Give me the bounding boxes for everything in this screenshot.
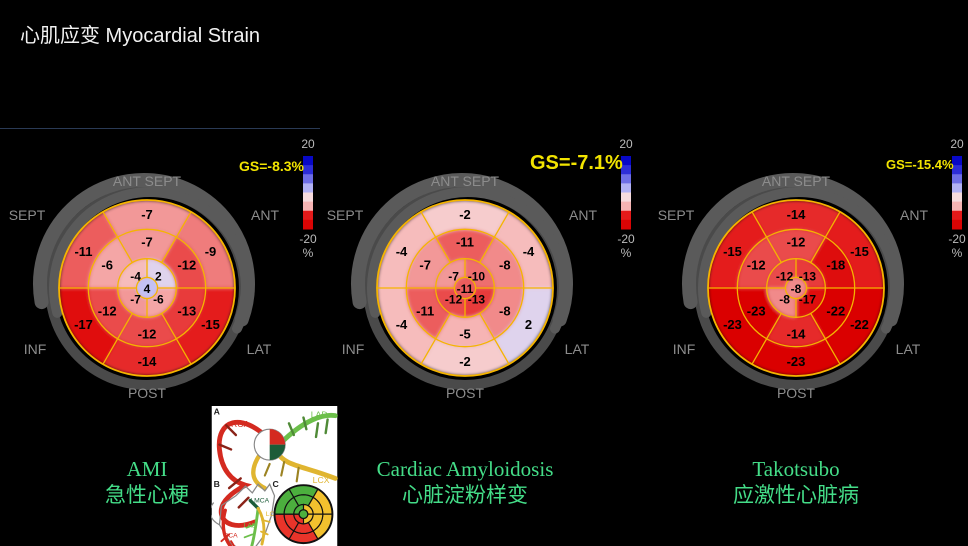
svg-text:-15: -15 bbox=[201, 317, 220, 332]
svg-text:-8: -8 bbox=[791, 282, 802, 296]
svg-text:-8: -8 bbox=[499, 304, 511, 319]
svg-text:-4: -4 bbox=[130, 270, 141, 284]
svg-text:-2: -2 bbox=[459, 354, 471, 369]
svg-text:-23: -23 bbox=[723, 317, 742, 332]
svg-text:LAT: LAT bbox=[896, 341, 921, 357]
svg-text:-18: -18 bbox=[826, 258, 845, 273]
svg-text:-12: -12 bbox=[98, 304, 117, 319]
svg-text:-9: -9 bbox=[205, 244, 217, 259]
svg-text:20: 20 bbox=[619, 137, 633, 151]
svg-text:2: 2 bbox=[525, 317, 532, 332]
svg-text:LAD: LAD bbox=[311, 410, 328, 420]
svg-text:POST: POST bbox=[446, 385, 485, 401]
svg-text:-12: -12 bbox=[138, 327, 157, 342]
svg-text:RCA: RCA bbox=[223, 532, 238, 539]
svg-text:-4: -4 bbox=[396, 244, 408, 259]
svg-text:-6: -6 bbox=[101, 258, 113, 273]
svg-text:ANT SEPT: ANT SEPT bbox=[113, 173, 182, 189]
svg-text:ANT: ANT bbox=[251, 207, 279, 223]
svg-text:-22: -22 bbox=[826, 304, 845, 319]
svg-text:INF: INF bbox=[673, 341, 696, 357]
svg-text:-8: -8 bbox=[779, 292, 790, 306]
svg-text:SEPT: SEPT bbox=[327, 207, 364, 223]
svg-text:-2: -2 bbox=[459, 207, 471, 222]
svg-text:LCX: LCX bbox=[313, 475, 330, 485]
svg-text:-14: -14 bbox=[787, 207, 807, 222]
svg-text:20: 20 bbox=[301, 137, 315, 151]
svg-text:LAD: LAD bbox=[244, 523, 257, 530]
svg-text:-11: -11 bbox=[416, 304, 434, 319]
svg-text:-20: -20 bbox=[948, 232, 966, 246]
svg-text:LAT: LAT bbox=[565, 341, 590, 357]
svg-text:ANT SEPT: ANT SEPT bbox=[762, 173, 831, 189]
svg-text:-20: -20 bbox=[299, 232, 317, 246]
svg-text:LAT: LAT bbox=[247, 341, 272, 357]
svg-text:20: 20 bbox=[950, 137, 964, 151]
svg-text:-12: -12 bbox=[177, 258, 196, 273]
svg-text:-23: -23 bbox=[747, 304, 766, 319]
svg-text:ANT: ANT bbox=[900, 207, 928, 223]
svg-text:2: 2 bbox=[155, 270, 162, 284]
svg-text:4: 4 bbox=[144, 282, 151, 296]
svg-text:A: A bbox=[214, 407, 221, 417]
svg-text:ANT: ANT bbox=[569, 207, 597, 223]
svg-text:GS=-7.1%: GS=-7.1% bbox=[530, 152, 623, 174]
svg-text:-15: -15 bbox=[723, 244, 742, 259]
svg-text:ANT SEPT: ANT SEPT bbox=[431, 173, 500, 189]
svg-text:-12: -12 bbox=[787, 235, 806, 250]
svg-text:-17: -17 bbox=[74, 317, 93, 332]
svg-text:-17: -17 bbox=[799, 292, 817, 306]
svg-text:-14: -14 bbox=[787, 327, 807, 342]
svg-text:GS=-8.3%: GS=-8.3% bbox=[239, 158, 305, 174]
svg-text:%: % bbox=[952, 246, 963, 260]
svg-text:-23: -23 bbox=[787, 354, 806, 369]
svg-text:GS=-15.4%: GS=-15.4% bbox=[886, 157, 954, 172]
svg-text:%: % bbox=[303, 246, 314, 260]
svg-text:-4: -4 bbox=[396, 317, 408, 332]
svg-text:-20: -20 bbox=[617, 232, 635, 246]
svg-text:-22: -22 bbox=[850, 317, 869, 332]
svg-text:-7: -7 bbox=[130, 292, 141, 306]
svg-text:-13: -13 bbox=[177, 304, 196, 319]
svg-text:-15: -15 bbox=[850, 244, 869, 259]
svg-text:-11: -11 bbox=[457, 282, 474, 296]
svg-text:POST: POST bbox=[777, 385, 816, 401]
svg-text:B: B bbox=[214, 479, 220, 489]
svg-text:-11: -11 bbox=[74, 244, 92, 259]
svg-text:SEPT: SEPT bbox=[9, 207, 46, 223]
svg-text:-13: -13 bbox=[799, 270, 817, 284]
svg-text:-7: -7 bbox=[419, 258, 431, 273]
svg-text:INF: INF bbox=[342, 341, 365, 357]
svg-text:-11: -11 bbox=[456, 235, 474, 250]
svg-text:POST: POST bbox=[128, 385, 167, 401]
svg-text:-12: -12 bbox=[747, 258, 766, 273]
svg-text:%: % bbox=[621, 246, 632, 260]
svg-text:-6: -6 bbox=[153, 292, 164, 306]
svg-text:-4: -4 bbox=[523, 244, 535, 259]
svg-text:-7: -7 bbox=[141, 207, 153, 222]
svg-text:INF: INF bbox=[24, 341, 47, 357]
svg-text:-8: -8 bbox=[499, 258, 511, 273]
svg-text:SEPT: SEPT bbox=[658, 207, 695, 223]
svg-text:-5: -5 bbox=[459, 327, 471, 342]
svg-text:RCA: RCA bbox=[231, 419, 250, 429]
svg-text:C: C bbox=[273, 479, 280, 489]
svg-text:-14: -14 bbox=[138, 354, 158, 369]
svg-text:LMCA: LMCA bbox=[250, 498, 269, 505]
svg-text:-7: -7 bbox=[141, 235, 153, 250]
